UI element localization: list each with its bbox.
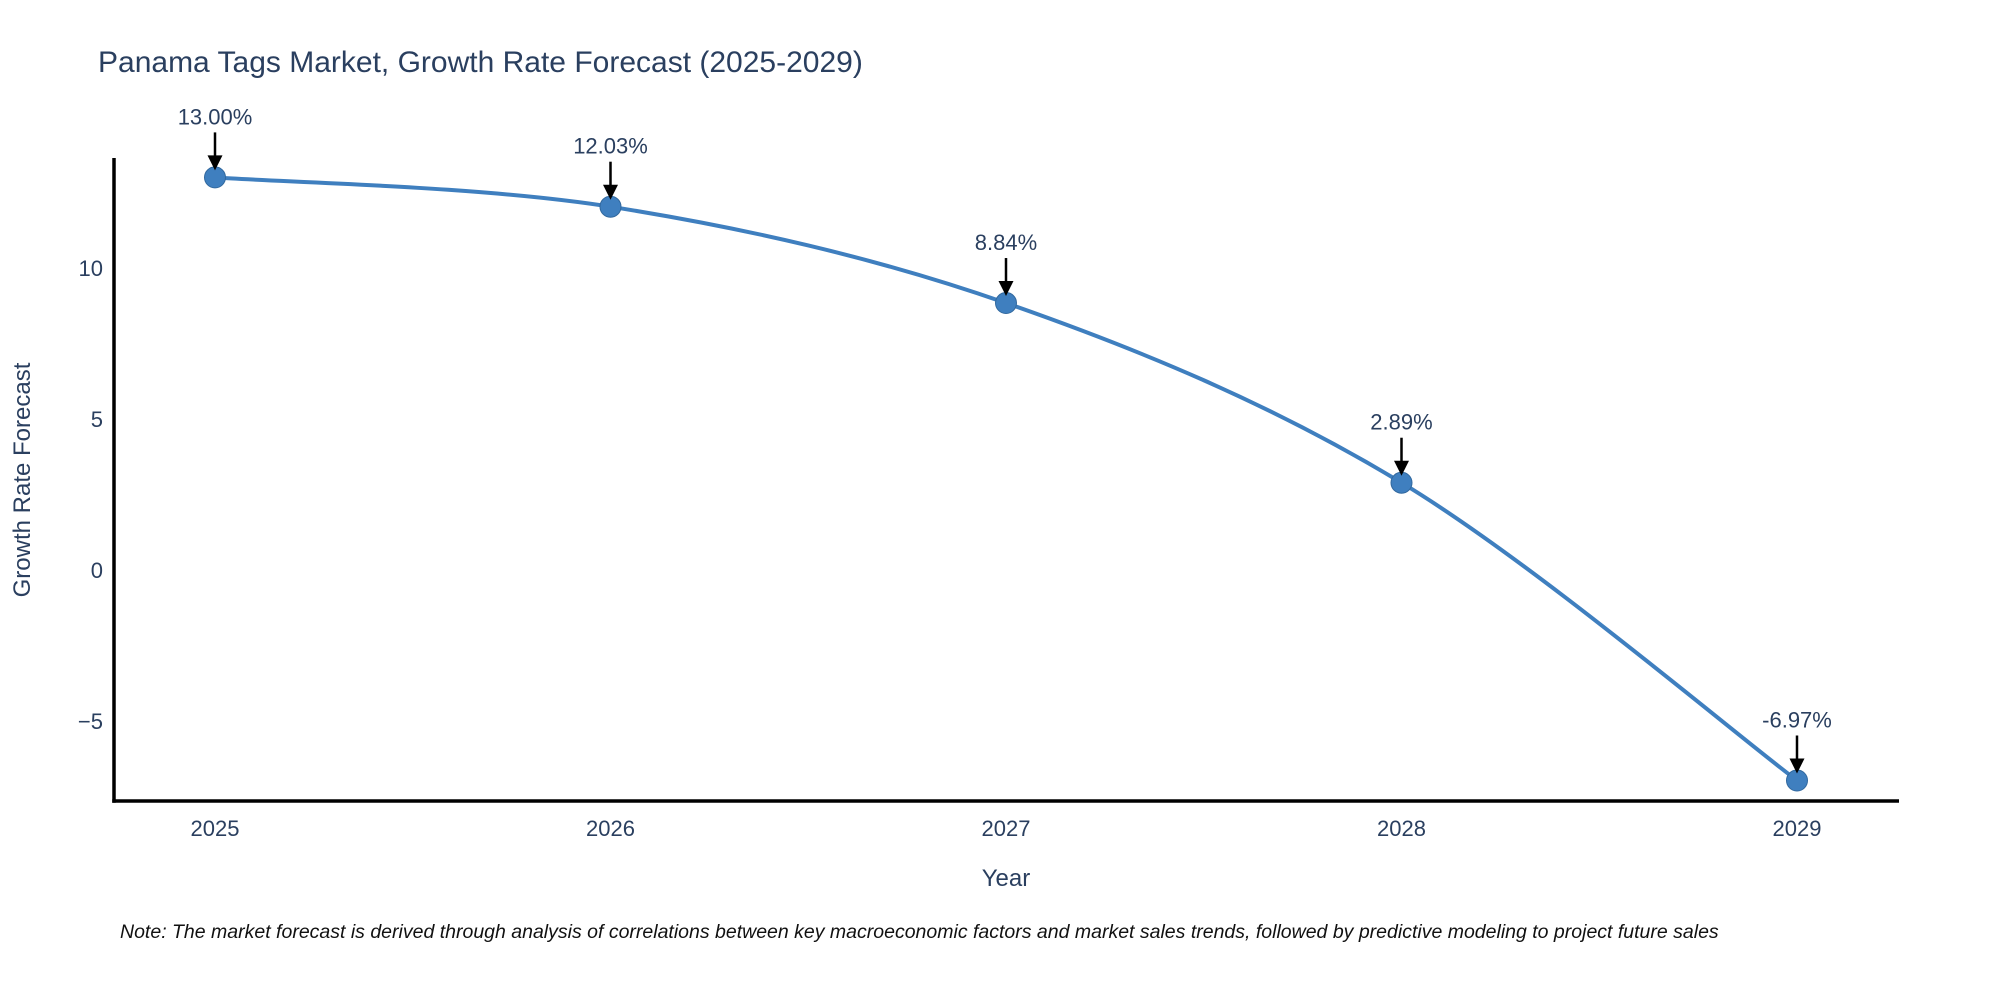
x-tick-label: 2025 (191, 816, 240, 841)
x-tick-label: 2028 (1377, 816, 1426, 841)
annotation-arrowhead-icon (207, 155, 223, 171)
chart-title: Panama Tags Market, Growth Rate Forecast… (98, 46, 863, 79)
point-annotation-label: 8.84% (975, 230, 1037, 255)
point-annotation-label: -6.97% (1762, 707, 1832, 732)
annotation-arrowhead-icon (603, 184, 618, 200)
y-tick-label: 10 (79, 256, 103, 281)
x-tick-label: 2026 (586, 816, 635, 841)
plot-area: 10 5 0 −5 2025 2026 2027 2028 2029 13.00% 12.03% 8.… (78, 104, 1899, 841)
point-annotation-label: 13.00% (178, 104, 253, 129)
y-axis-title: Growth Rate Forecast (9, 362, 36, 597)
y-tick-label: 5 (91, 407, 103, 432)
footnote: Note: The market forecast is derived thr… (120, 921, 1719, 943)
y-tick-label: 0 (91, 558, 103, 583)
annotation-arrowhead-icon (998, 281, 1014, 297)
y-tick-label: −5 (78, 709, 103, 734)
x-tick-label: 2027 (982, 816, 1031, 841)
x-tick-label: 2029 (1773, 816, 1822, 841)
annotation-arrowhead-icon (1789, 758, 1805, 774)
x-axis-title: Year (982, 865, 1031, 892)
annotation-arrowhead-icon (1394, 460, 1409, 476)
point-annotation-label: 2.89% (1370, 410, 1432, 435)
point-annotation-label: 12.03% (573, 134, 648, 159)
